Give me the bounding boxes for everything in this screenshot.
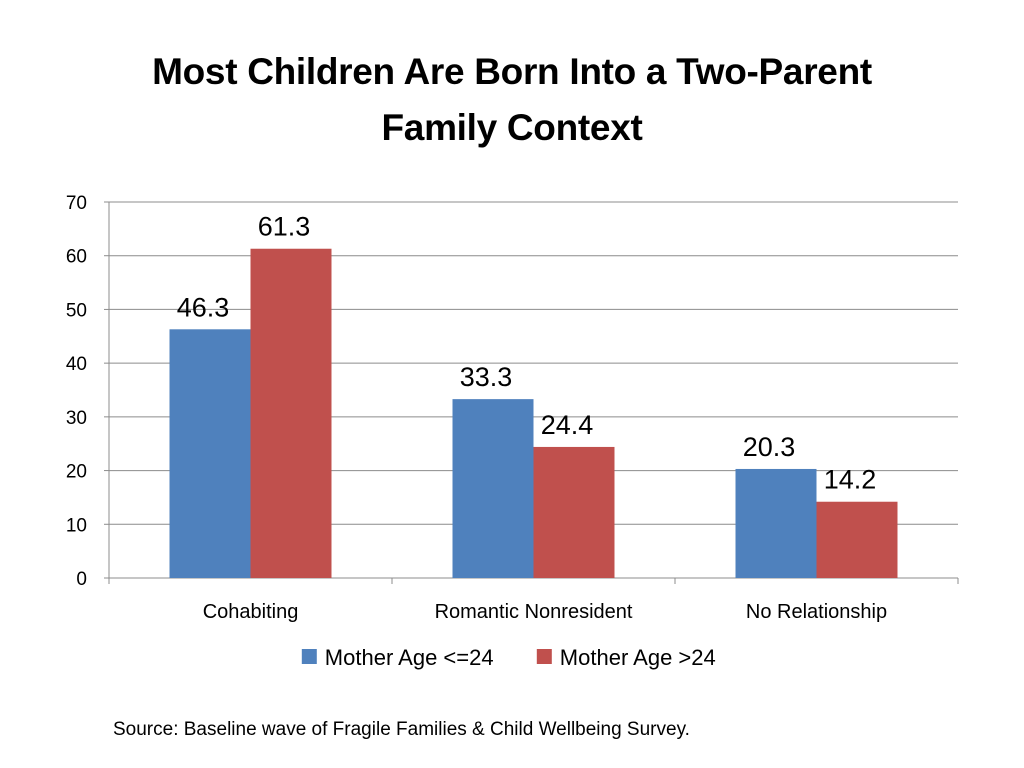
- y-tick-label: 70: [66, 193, 87, 214]
- y-tick-label: 0: [76, 569, 87, 590]
- bar: [169, 329, 251, 578]
- legend: Mother Age <=24 Mother Age >24: [301, 645, 716, 670]
- y-tick-label: 30: [66, 408, 87, 429]
- legend-label: Mother Age <=24: [325, 645, 494, 670]
- y-tick-label: 50: [66, 300, 87, 321]
- slide-title-line-1: Most Children Are Born Into a Two-Parent: [152, 51, 872, 92]
- data-label: 61.3: [258, 212, 311, 242]
- bar: [452, 399, 534, 578]
- y-tick-label: 60: [66, 247, 87, 268]
- data-labels: 46.3 61.3 33.3 24.4 20.3 14.2: [177, 212, 877, 495]
- data-label: 24.4: [541, 410, 594, 440]
- bar: [533, 446, 615, 578]
- bar: [816, 501, 898, 578]
- data-label: 33.3: [460, 362, 513, 392]
- data-label: 20.3: [743, 432, 796, 462]
- legend-swatch: [301, 649, 317, 664]
- slide-title-line-2: Family Context: [381, 107, 643, 148]
- bar: [250, 248, 332, 578]
- legend-swatch: [536, 649, 552, 664]
- legend-label: Mother Age >24: [560, 645, 716, 670]
- y-tick-label: 20: [66, 462, 87, 483]
- y-tick-label: 10: [66, 515, 87, 536]
- y-tick-label: 40: [66, 354, 87, 375]
- data-label: 46.3: [177, 292, 230, 322]
- x-category-label: Romantic Nonresident: [435, 601, 633, 623]
- bars: [169, 248, 898, 578]
- x-category-label: No Relationship: [746, 601, 887, 623]
- bar-chart: 0 10 20 30 40 50 60 70 Cohabiting Romantic Nonres…: [66, 193, 959, 670]
- data-label: 14.2: [824, 465, 877, 495]
- source-note: Source: Baseline wave of Fragile Familie…: [113, 719, 690, 740]
- bar: [735, 468, 817, 578]
- axes: 0 10 20 30 40 50 60 70 Cohabiting Romantic Nonres…: [66, 193, 959, 623]
- slide-title: Most Children Are Born Into a Two-Parent…: [0, 44, 1024, 156]
- x-category-label: Cohabiting: [203, 601, 299, 623]
